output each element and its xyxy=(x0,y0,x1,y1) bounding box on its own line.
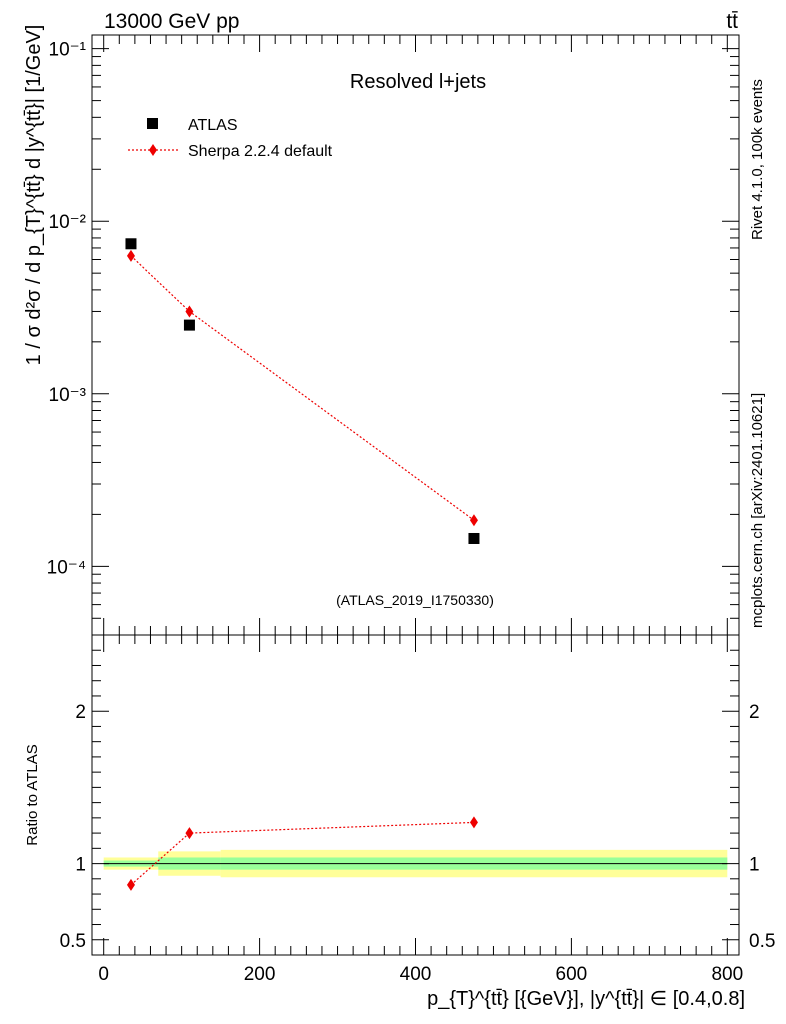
main-y-axis-label: 1 / σ d²σ / d p_{T}^{tt̄} d |y^{tt̄}| [1… xyxy=(23,25,45,366)
main-panel: 10⁻⁴ 10⁻³ 10⁻² 10⁻¹ Resolved l+jets (ATLAS_… xyxy=(23,25,740,636)
ratio-y-tick-labels: 0.5 0.5 1 1 2 2 xyxy=(60,702,776,952)
main-y-tick-label: 10⁻⁴ xyxy=(47,557,86,578)
legend-atlas-label: ATLAS xyxy=(188,117,238,134)
atlas-data-point xyxy=(125,238,137,250)
main-y-tick-label: 10⁻¹ xyxy=(49,40,87,61)
ratio-panel: 0.5 0.51 12 2 0 200 400 600 800 Ratio to ATLAS … xyxy=(24,634,776,1010)
analysis-id-label: (ATLAS_2019_I1750330) xyxy=(336,592,494,608)
x-tick-label: 600 xyxy=(556,964,588,985)
main-y-tick-labels: 10⁻⁴ 10⁻³ 10⁻² 10⁻¹ xyxy=(47,40,86,579)
chart-title: Resolved l+jets xyxy=(350,71,486,93)
atlas-data-point xyxy=(468,532,480,544)
process-label: tt̄ xyxy=(726,10,738,33)
x-tick-label: 200 xyxy=(244,964,276,985)
legend: ATLAS Sherpa 2.2.4 default xyxy=(128,117,333,160)
ratio-data-point xyxy=(185,827,194,840)
ratio-y-tick-label: 0.5 xyxy=(60,931,86,952)
mcplots-label: mcplots.cern.ch [arXiv:2401.10621] xyxy=(749,393,766,628)
ratio-y-tick-label-right: 1 xyxy=(749,855,760,876)
ratio-plot-area xyxy=(103,816,728,891)
x-tick-label: 800 xyxy=(711,964,743,985)
x-tick-label: 0 xyxy=(98,964,109,985)
legend-sherpa-label: Sherpa 2.2.4 default xyxy=(188,143,333,160)
sherpa-data-point xyxy=(185,305,194,318)
x-tick-label: 400 xyxy=(400,964,432,985)
ratio-data-point xyxy=(126,878,135,891)
x-axis-label: p_{T}^{tt̄} [{GeV}], |y^{tt̄}| ∈ [0.4,0.… xyxy=(427,988,745,1010)
ratio-frame xyxy=(91,634,740,956)
main-y-tick-label: 10⁻³ xyxy=(49,385,87,406)
main-axis-ticks xyxy=(92,35,739,636)
ratio-y-tick-label: 1 xyxy=(75,855,86,876)
main-plot-area xyxy=(125,238,480,544)
legend-sherpa-marker xyxy=(149,144,157,156)
ratio-y-tick-label-right: 2 xyxy=(749,702,760,723)
energy-label: 13000 GeV pp xyxy=(104,10,239,33)
sherpa-data-point xyxy=(126,249,135,262)
sherpa-data-point xyxy=(469,514,478,527)
legend-atlas-marker xyxy=(147,118,158,129)
ratio-y-axis-label: Ratio to ATLAS xyxy=(24,744,41,845)
ratio-axis-ticks xyxy=(92,634,739,955)
x-tick-labels: 0 200 400 600 800 xyxy=(98,964,743,985)
ratio-y-tick-label: 2 xyxy=(75,702,86,723)
rivet-version-label: Rivet 4.1.0, 100k events xyxy=(749,79,766,240)
ratio-y-tick-label-right: 0.5 xyxy=(749,931,775,952)
sherpa-series-line xyxy=(130,255,475,521)
atlas-data-point xyxy=(183,319,195,331)
main-y-tick-label: 10⁻² xyxy=(49,212,87,233)
ratio-data-point xyxy=(469,816,478,829)
